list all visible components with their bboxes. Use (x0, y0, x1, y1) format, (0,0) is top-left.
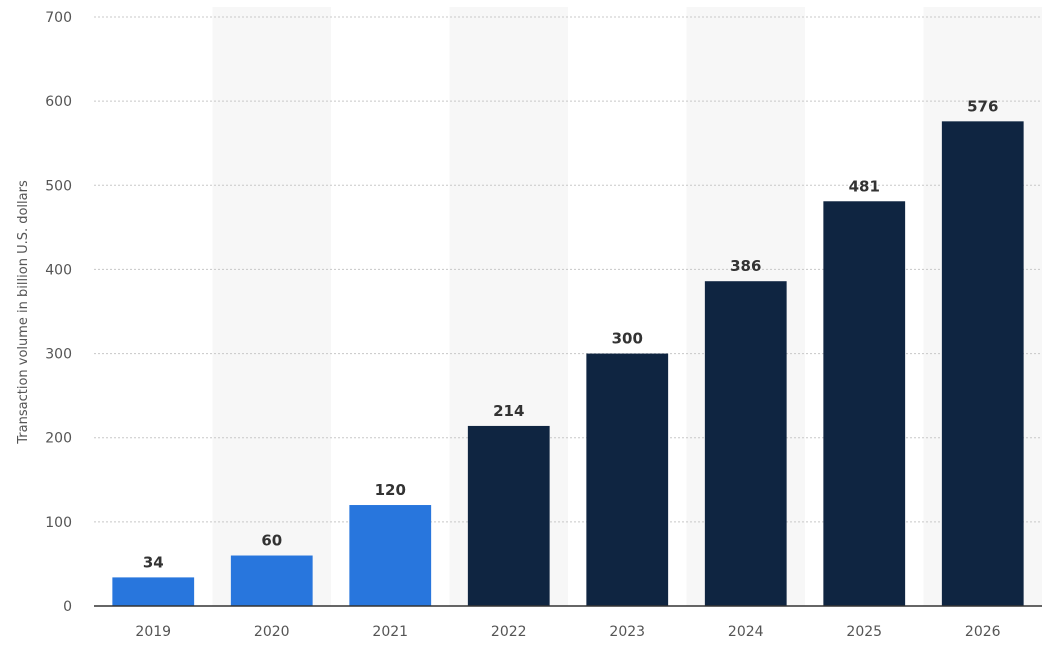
y-tick-label: 0 (63, 599, 72, 615)
x-tick-label-2025: 2025 (846, 624, 882, 640)
bar-2025 (823, 201, 906, 606)
x-tick-label-2023: 2023 (609, 624, 645, 640)
bar-2019 (112, 577, 195, 606)
x-tick-label-2024: 2024 (728, 624, 764, 640)
gridlines (94, 16, 1042, 523)
band-2020 (212, 7, 331, 606)
bar-2021 (349, 505, 432, 606)
data-label-2023: 300 (612, 330, 643, 348)
x-tick-label-2022: 2022 (491, 624, 527, 640)
y-tick-label: 300 (45, 347, 72, 363)
y-axis-label: Transaction volume in billion U.S. dolla… (16, 180, 31, 445)
y-tick-label: 400 (45, 262, 72, 278)
bar-2024 (704, 281, 787, 606)
data-label-2020: 60 (261, 532, 282, 550)
data-label-2021: 120 (375, 481, 406, 499)
data-labels: 34 60 120 214 300 386 481 576 (143, 97, 999, 571)
x-tick-label-2020: 2020 (254, 624, 290, 640)
y-axis-ticks: 0 100 200 300 400 500 600 700 (45, 10, 72, 615)
y-tick-label: 100 (45, 515, 72, 531)
data-label-2026: 576 (967, 97, 998, 115)
data-label-2019: 34 (143, 553, 164, 571)
data-label-2025: 481 (849, 177, 880, 195)
data-label-2022: 214 (493, 402, 524, 420)
y-tick-label: 700 (45, 10, 72, 26)
x-tick-label-2021: 2021 (372, 624, 408, 640)
y-tick-label: 600 (45, 94, 72, 110)
data-label-2024: 386 (730, 257, 761, 275)
x-tick-label-2019: 2019 (135, 624, 171, 640)
bar-2026 (941, 121, 1024, 606)
bar-2020 (230, 555, 313, 606)
bar-2022 (467, 425, 550, 606)
y-tick-label: 500 (45, 178, 72, 194)
bar-2023 (586, 353, 669, 606)
bars (112, 121, 1024, 606)
x-axis-ticks: 2019 2020 2021 2022 2023 2024 2025 2026 (135, 624, 1000, 640)
x-tick-label-2026: 2026 (965, 624, 1001, 640)
y-tick-label: 200 (45, 431, 72, 447)
